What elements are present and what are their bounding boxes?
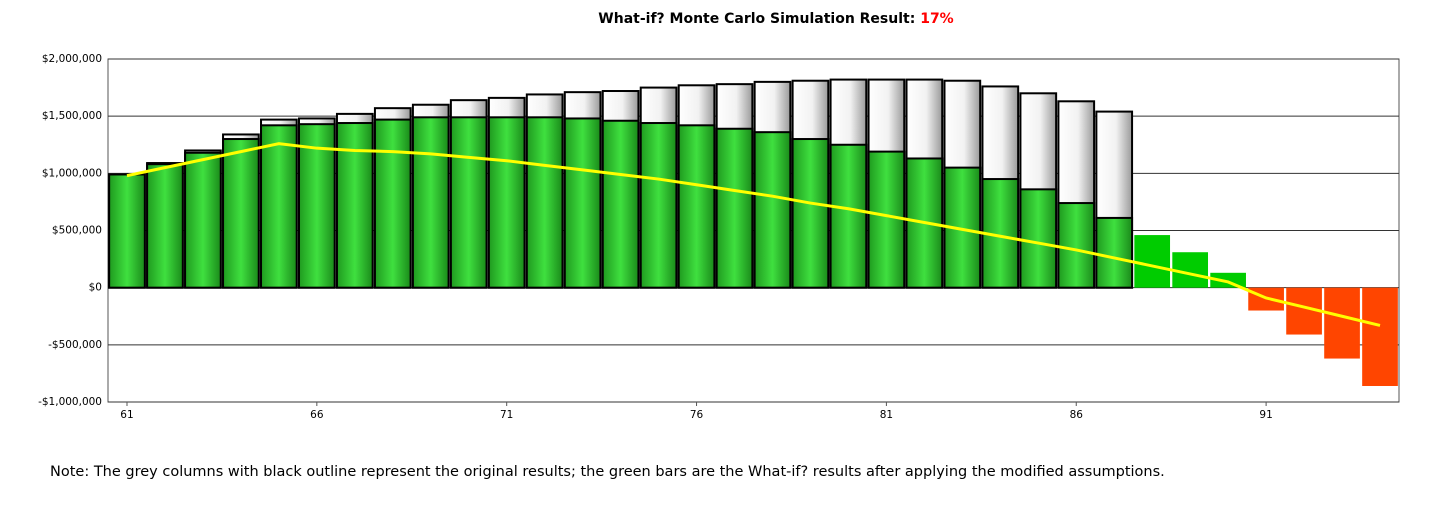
bar (108, 173, 146, 289)
y-tick-label: $1,000,000 (42, 167, 102, 179)
bar (1134, 235, 1171, 288)
x-tick-label: 76 (690, 409, 704, 421)
bar (563, 117, 602, 289)
line (126, 142, 1381, 327)
bar (677, 124, 716, 289)
bar (449, 116, 488, 289)
bar (260, 124, 298, 289)
bar (487, 116, 526, 289)
x-tick-label: 71 (500, 409, 513, 421)
y-tick-label: -$500,000 (48, 339, 102, 351)
bar (1210, 272, 1246, 288)
bar (791, 138, 830, 289)
x-tick-label: 91 (1259, 409, 1272, 421)
note: Note: The grey columns with black outlin… (50, 464, 1165, 480)
result-value: 17% (920, 11, 954, 27)
bar (146, 163, 184, 289)
bar (1057, 202, 1096, 289)
bar (1019, 188, 1058, 289)
bar (601, 119, 640, 289)
bar (373, 118, 412, 289)
bar (829, 143, 868, 289)
bar (184, 151, 222, 289)
y-tick-label: $2,000,000 (42, 53, 102, 65)
bar (753, 131, 792, 289)
bar (335, 122, 374, 289)
bar (867, 150, 906, 289)
y-tick-label: -$1,000,000 (38, 396, 102, 408)
x-tick-label: 61 (120, 409, 133, 421)
bar (639, 122, 678, 289)
bar (1095, 216, 1134, 289)
chart-title: What-if? Monte Carlo Simulation Result: … (598, 11, 953, 27)
y-tick-label: $1,500,000 (42, 110, 102, 122)
bar (1324, 287, 1360, 359)
bar (1362, 287, 1398, 386)
bar (905, 157, 944, 289)
title-text: What-if? Monte Carlo Simulation Result: (598, 11, 915, 27)
y-tick-label: $500,000 (52, 225, 102, 237)
bar (297, 123, 336, 289)
bar (525, 116, 564, 289)
y-tick-label: $0 (89, 282, 102, 294)
bar (411, 116, 450, 289)
bar (715, 127, 754, 289)
x-tick-label: 66 (310, 409, 324, 421)
x-tick-label: 86 (1070, 409, 1084, 421)
bar (222, 138, 260, 289)
x-tick-label: 81 (880, 409, 893, 421)
